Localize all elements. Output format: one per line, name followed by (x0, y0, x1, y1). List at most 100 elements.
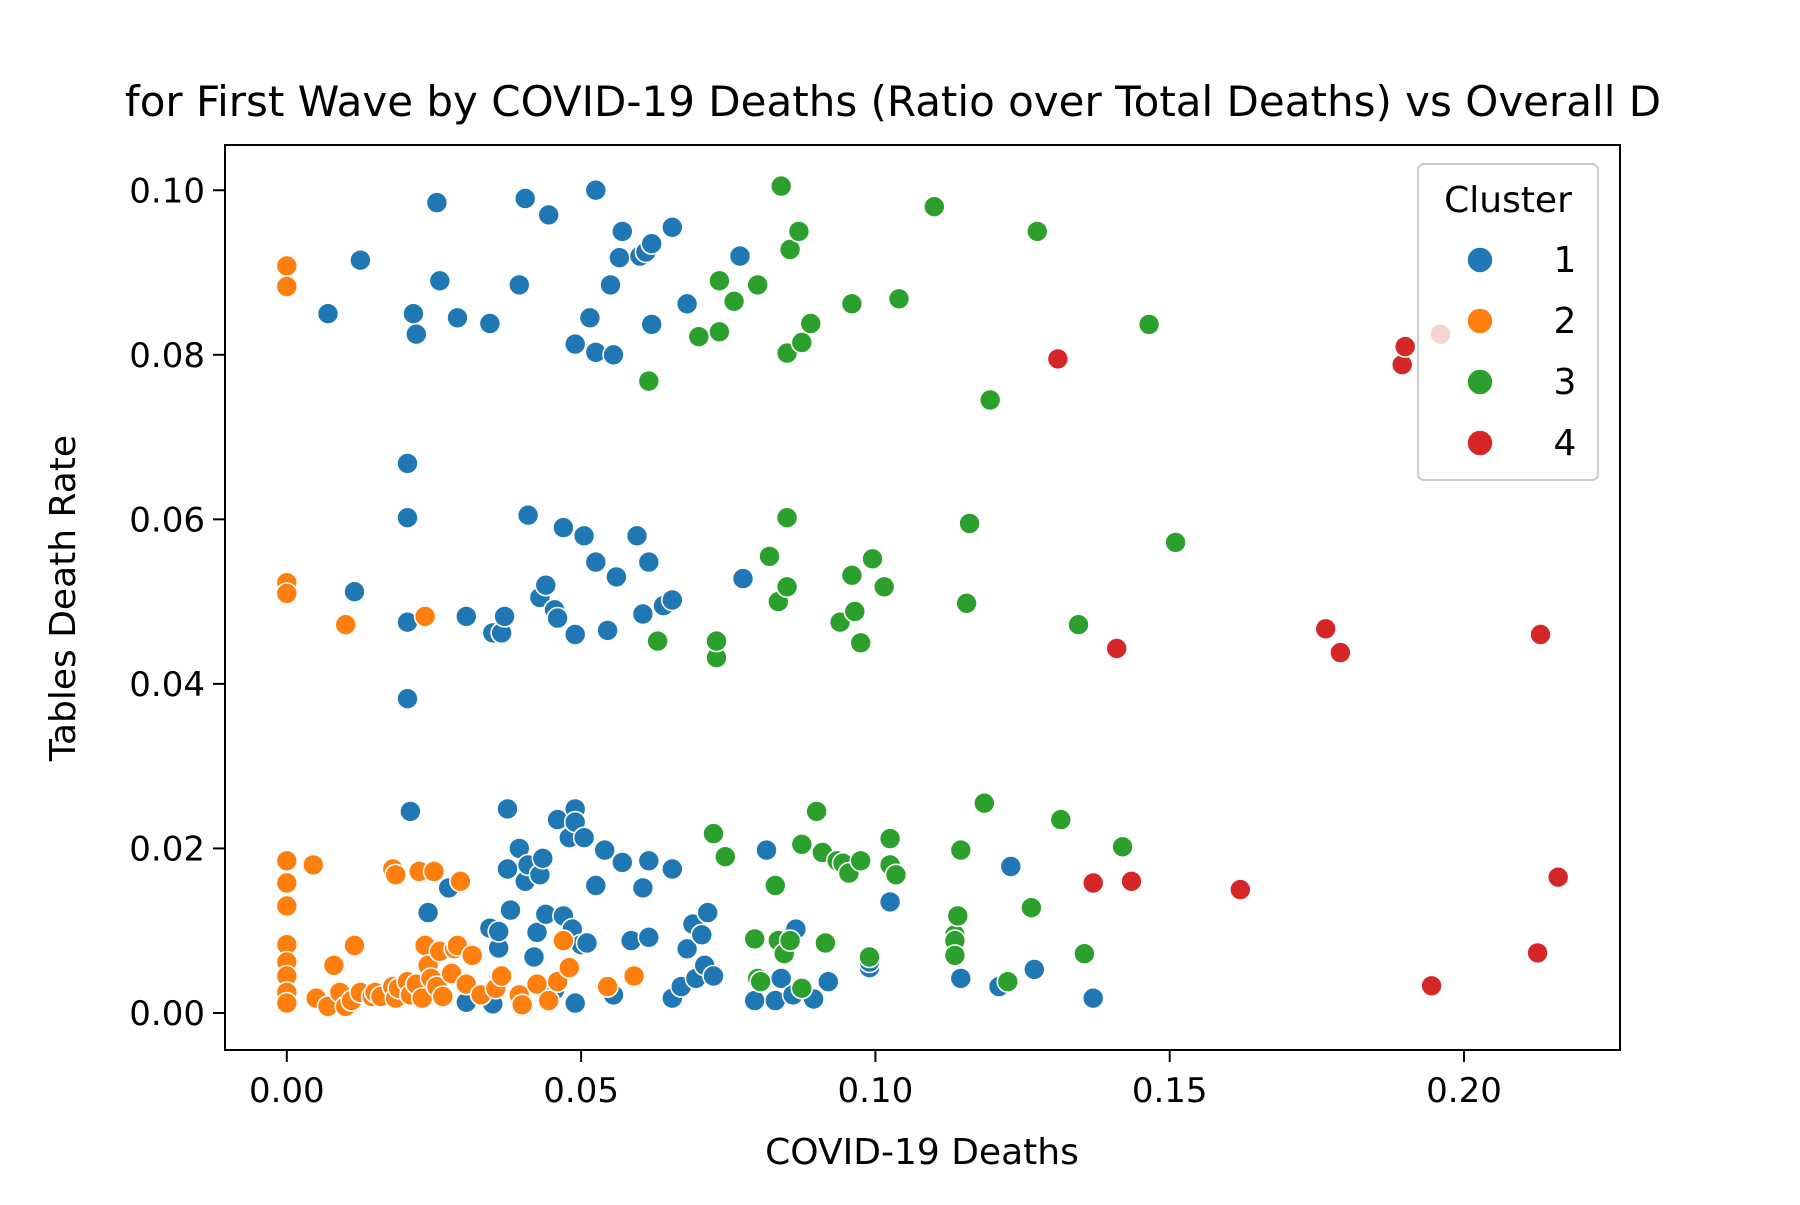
x-tick-label: 0.00 (249, 1071, 325, 1111)
y-tick-label: 0.08 (129, 336, 205, 376)
data-point (516, 503, 540, 527)
data-point (349, 248, 372, 272)
data-point (396, 687, 419, 711)
data-point (343, 580, 366, 604)
data-point (605, 565, 628, 589)
x-tick-label: 0.20 (1426, 1071, 1502, 1111)
legend-marker (1466, 307, 1494, 335)
data-point (878, 827, 902, 850)
data-point (625, 524, 649, 548)
data-point (1529, 623, 1552, 646)
data-point (805, 800, 828, 823)
data-point (575, 931, 599, 955)
data-point (396, 506, 419, 530)
data-point (1067, 613, 1090, 637)
data-point (646, 629, 669, 653)
data-point (843, 600, 867, 623)
data-point (943, 944, 967, 967)
data-point (1111, 835, 1134, 859)
data-point (705, 629, 728, 653)
data-point (708, 320, 731, 344)
legend-marker (1466, 368, 1494, 396)
data-point (608, 246, 631, 270)
y-tick-label: 0.04 (129, 665, 205, 705)
data-point (1120, 869, 1143, 893)
data-point (996, 970, 1020, 994)
data-point (840, 563, 864, 587)
legend-label: 3 (1554, 362, 1577, 403)
data-point (496, 797, 519, 821)
data-point (814, 931, 837, 955)
data-point (428, 269, 452, 293)
data-point (731, 567, 755, 590)
data-point (1137, 313, 1161, 336)
data-point (1026, 220, 1049, 243)
data-point (1314, 617, 1337, 641)
data-point (396, 452, 419, 475)
data-point (660, 857, 684, 881)
data-point (872, 575, 896, 599)
legend-label: 4 (1554, 423, 1577, 464)
data-point (275, 871, 299, 895)
data-point (637, 550, 661, 574)
data-point (572, 524, 596, 548)
legend-title: Cluster (1444, 180, 1572, 221)
data-point (537, 203, 561, 227)
data-point (708, 269, 731, 293)
legend: Cluster 1 2 3 4 (1417, 163, 1599, 481)
data-point (416, 901, 440, 924)
data-point (946, 904, 970, 928)
data-point (675, 292, 699, 316)
y-axis: 0.00 0.02 0.04 0.06 0.08 0.10 (129, 171, 225, 1034)
data-point (722, 289, 746, 313)
data-point (775, 506, 799, 530)
data-point (878, 890, 902, 914)
data-point (1020, 896, 1043, 920)
data-point (610, 851, 634, 874)
data-point (887, 287, 911, 311)
data-point (922, 195, 946, 218)
data-point (746, 273, 770, 297)
data-point (640, 313, 664, 336)
data-point (572, 826, 596, 850)
data-point (778, 929, 802, 952)
y-tick-label: 0.10 (129, 171, 205, 211)
data-point (399, 800, 422, 823)
data-point (702, 964, 725, 988)
data-point (743, 989, 767, 1012)
data-point (563, 332, 587, 356)
data-point (275, 275, 299, 298)
data-point (696, 901, 720, 924)
data-point (449, 869, 472, 893)
data-point (640, 232, 664, 255)
data-point (557, 956, 581, 980)
data-point (790, 976, 814, 1000)
data-point (1023, 958, 1046, 981)
data-point (499, 898, 522, 922)
data-point (790, 832, 814, 856)
data-point (687, 325, 711, 349)
data-point (1393, 335, 1417, 358)
data-point (513, 187, 537, 210)
data-point (593, 838, 617, 862)
data-point (763, 874, 787, 897)
y-axis-label: Tables Death Rate (43, 435, 84, 762)
data-point (1329, 641, 1352, 664)
data-point (637, 849, 661, 873)
series-cluster-2 (275, 254, 646, 1018)
data-point (275, 849, 299, 873)
data-point (493, 605, 516, 628)
series-cluster-1 (316, 178, 1105, 1016)
x-tick-label: 0.05 (543, 1071, 619, 1111)
legend-box (1417, 163, 1599, 481)
data-point (584, 178, 608, 202)
data-point (596, 975, 619, 998)
data-point (660, 588, 684, 612)
data-point (546, 606, 569, 630)
data-point (507, 273, 531, 297)
data-point (675, 937, 699, 961)
data-point (749, 970, 772, 994)
data-point (858, 945, 881, 969)
